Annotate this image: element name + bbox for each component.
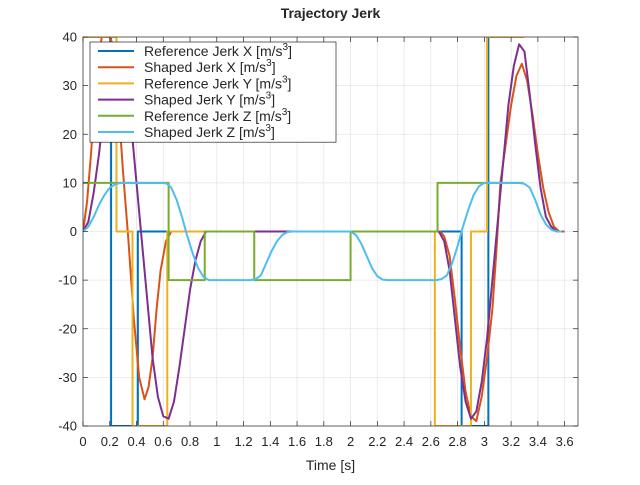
legend-entry: Reference Jerk X [m/s3]: [144, 42, 292, 59]
legend-entry: Reference Jerk Y [m/s3]: [144, 74, 291, 91]
series-line-shaped-jerk-z: [83, 181, 562, 282]
chart-title: Trajectory Jerk: [281, 5, 381, 21]
x-tick-label: 1.8: [315, 434, 333, 449]
y-tick-label: -30: [58, 370, 77, 385]
x-tick-label: 0.4: [127, 434, 145, 449]
y-tick-label: -40: [58, 419, 77, 434]
x-tick-label: 0.6: [154, 434, 172, 449]
axis-ticks: 0 0.2 0.4 0.6 0.8 1 1.2 1.4 1.6 1.8 2 2.2 2.4 2.6 2.8 3…: [58, 30, 578, 449]
x-tick-label: 0: [79, 434, 86, 449]
legend-entry: Shaped Jerk X [m/s3]: [144, 58, 276, 75]
x-tick-label: 2.4: [395, 434, 413, 449]
series-line-reference-jerk-x: [83, 37, 493, 426]
x-tick-label: 3.2: [502, 434, 520, 449]
y-tick-label: 20: [63, 127, 77, 142]
x-tick-label: 1.6: [288, 434, 306, 449]
legend-entry: Reference Jerk Z [m/s3]: [144, 107, 291, 124]
y-tick-label: 10: [63, 175, 77, 190]
x-tick-label: 2.2: [368, 434, 386, 449]
y-tick-label: 40: [63, 30, 77, 45]
x-tick-label: 0.8: [181, 434, 199, 449]
legend-entry: Shaped Jerk Z [m/s3]: [144, 123, 275, 140]
x-tick-label: 2.6: [422, 434, 440, 449]
x-tick-label: 1.4: [261, 434, 279, 449]
x-tick-label: 2: [347, 434, 354, 449]
x-tick-label: 2.8: [449, 434, 467, 449]
x-tick-label: 1: [213, 434, 220, 449]
legend-entry: Shaped Jerk Y [m/s3]: [144, 91, 275, 108]
y-tick-label: 0: [70, 224, 77, 239]
x-tick-label: 3: [481, 434, 488, 449]
x-tick-label: 1.2: [235, 434, 253, 449]
y-tick-label: -20: [58, 321, 77, 336]
x-tick-label: 3.6: [556, 434, 574, 449]
x-axis-title: Time [s]: [306, 457, 355, 473]
legend: Reference Jerk X [m/s3]Shaped Jerk X [m/…: [89, 41, 337, 143]
x-tick-label: 3.4: [529, 434, 547, 449]
legend-box: [89, 41, 337, 143]
x-tick-label: 0.2: [101, 434, 119, 449]
y-tick-label: -10: [58, 273, 77, 288]
series-line-reference-jerk-z: [83, 181, 524, 282]
y-tick-label: 30: [63, 78, 77, 93]
